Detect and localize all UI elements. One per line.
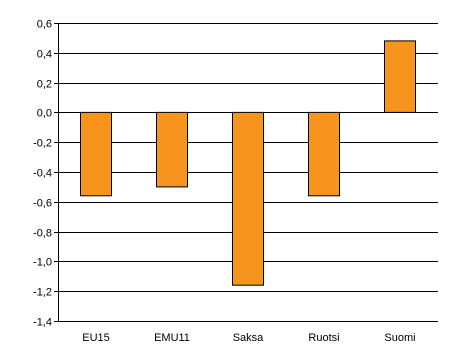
x-category-label: Suomi	[384, 332, 415, 344]
x-category-label: EMU11	[154, 332, 190, 344]
y-tick-label: -1,0	[33, 257, 52, 269]
bar-saksa	[232, 111, 264, 286]
y-tick-label: -0,2	[33, 138, 52, 150]
y-tick-label: 0,0	[37, 108, 52, 120]
x-axis-category-labels: EU15 EMU11 Saksa Ruotsi Suomi	[82, 332, 415, 344]
bar-emu11	[156, 111, 188, 188]
bar-suomi	[384, 40, 416, 113]
y-tick-label: -0,6	[33, 198, 52, 210]
bars	[80, 40, 416, 286]
axes	[54, 23, 59, 322]
y-tick-label: 0,6	[37, 19, 52, 31]
y-tick-label: -1,4	[33, 317, 52, 329]
bar-eu15	[80, 111, 112, 197]
y-tick-label: 0,4	[37, 49, 52, 61]
y-tick-label: 0,2	[37, 79, 52, 91]
x-category-label: Saksa	[233, 332, 264, 344]
y-tick-label: -0,4	[33, 168, 52, 180]
y-axis-tick-labels: 0,6 0,4 0,2 0,0 -0,2 -0,4 -0,6 -0,8 -1,0 -1,2 -1,4	[33, 19, 52, 329]
y-tick-label: -1,2	[33, 287, 52, 299]
x-category-label: Ruotsi	[308, 332, 339, 344]
x-category-label: EU15	[82, 332, 110, 344]
bar-ruotsi	[308, 111, 340, 197]
y-tick-label: -0,8	[33, 228, 52, 240]
